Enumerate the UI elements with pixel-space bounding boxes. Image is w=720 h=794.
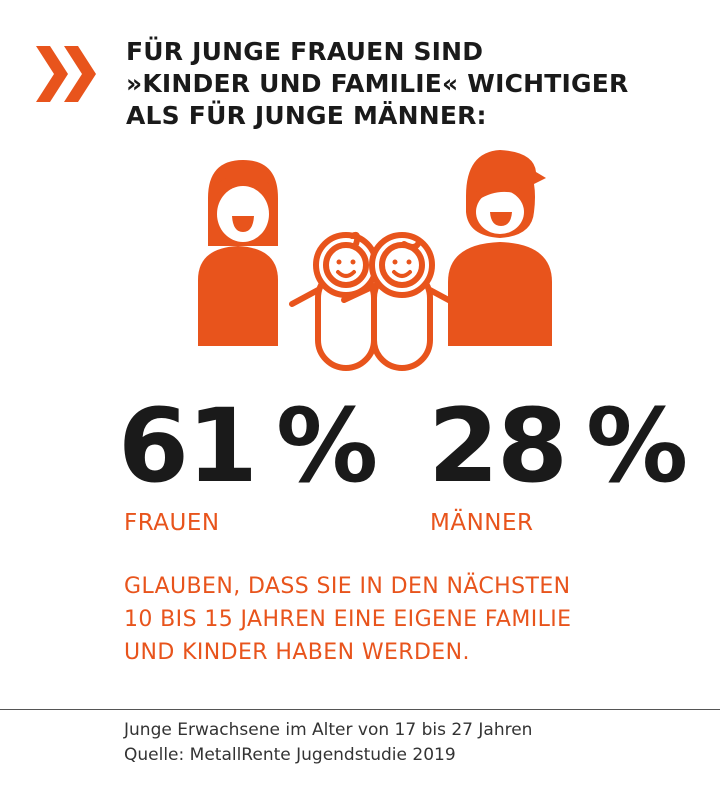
man-figure xyxy=(448,150,552,346)
stat-men-label: MÄNNER xyxy=(430,510,534,536)
footnote-source: Quelle: MetallRente Jugendstudie 2019 xyxy=(124,745,456,765)
statement-line: 10 BIS 15 JAHREN EINE EIGENE FAMILIE xyxy=(124,607,572,632)
headline-line: ALS FÜR JUNGE MÄNNER: xyxy=(126,101,487,130)
headline-line: FÜR JUNGE FRAUEN SIND xyxy=(126,37,484,66)
baby-figure xyxy=(341,232,459,371)
statement-line: GLAUBEN, DASS SIE IN DEN NÄCHSTEN xyxy=(124,574,571,599)
stat-women: 61% xyxy=(118,392,378,502)
statement-line: UND KINDER HABEN WERDEN. xyxy=(124,640,470,665)
woman-figure xyxy=(198,160,278,346)
stat-men-value: 28 xyxy=(428,387,568,506)
headline-line: »KINDER UND FAMILIE« WICHTIGER xyxy=(126,69,629,98)
stat-women-value: 61 xyxy=(118,387,258,506)
headline: FÜR JUNGE FRAUEN SIND »KINDER UND FAMILI… xyxy=(126,36,686,132)
divider xyxy=(0,709,720,710)
family-icon xyxy=(198,150,552,371)
percent-sign: % xyxy=(275,387,378,506)
double-chevron-right-icon xyxy=(36,46,96,102)
stat-women-label: FRAUEN xyxy=(124,510,220,536)
stat-men: 28% xyxy=(428,392,688,502)
baby-figure xyxy=(289,232,379,371)
footnote-line: Junge Erwachsene im Alter von 17 bis 27 … xyxy=(124,720,533,740)
footnote: Junge Erwachsene im Alter von 17 bis 27 … xyxy=(124,718,704,768)
percent-sign: % xyxy=(585,387,688,506)
statement: GLAUBEN, DASS SIE IN DEN NÄCHSTEN 10 BIS… xyxy=(124,570,684,669)
